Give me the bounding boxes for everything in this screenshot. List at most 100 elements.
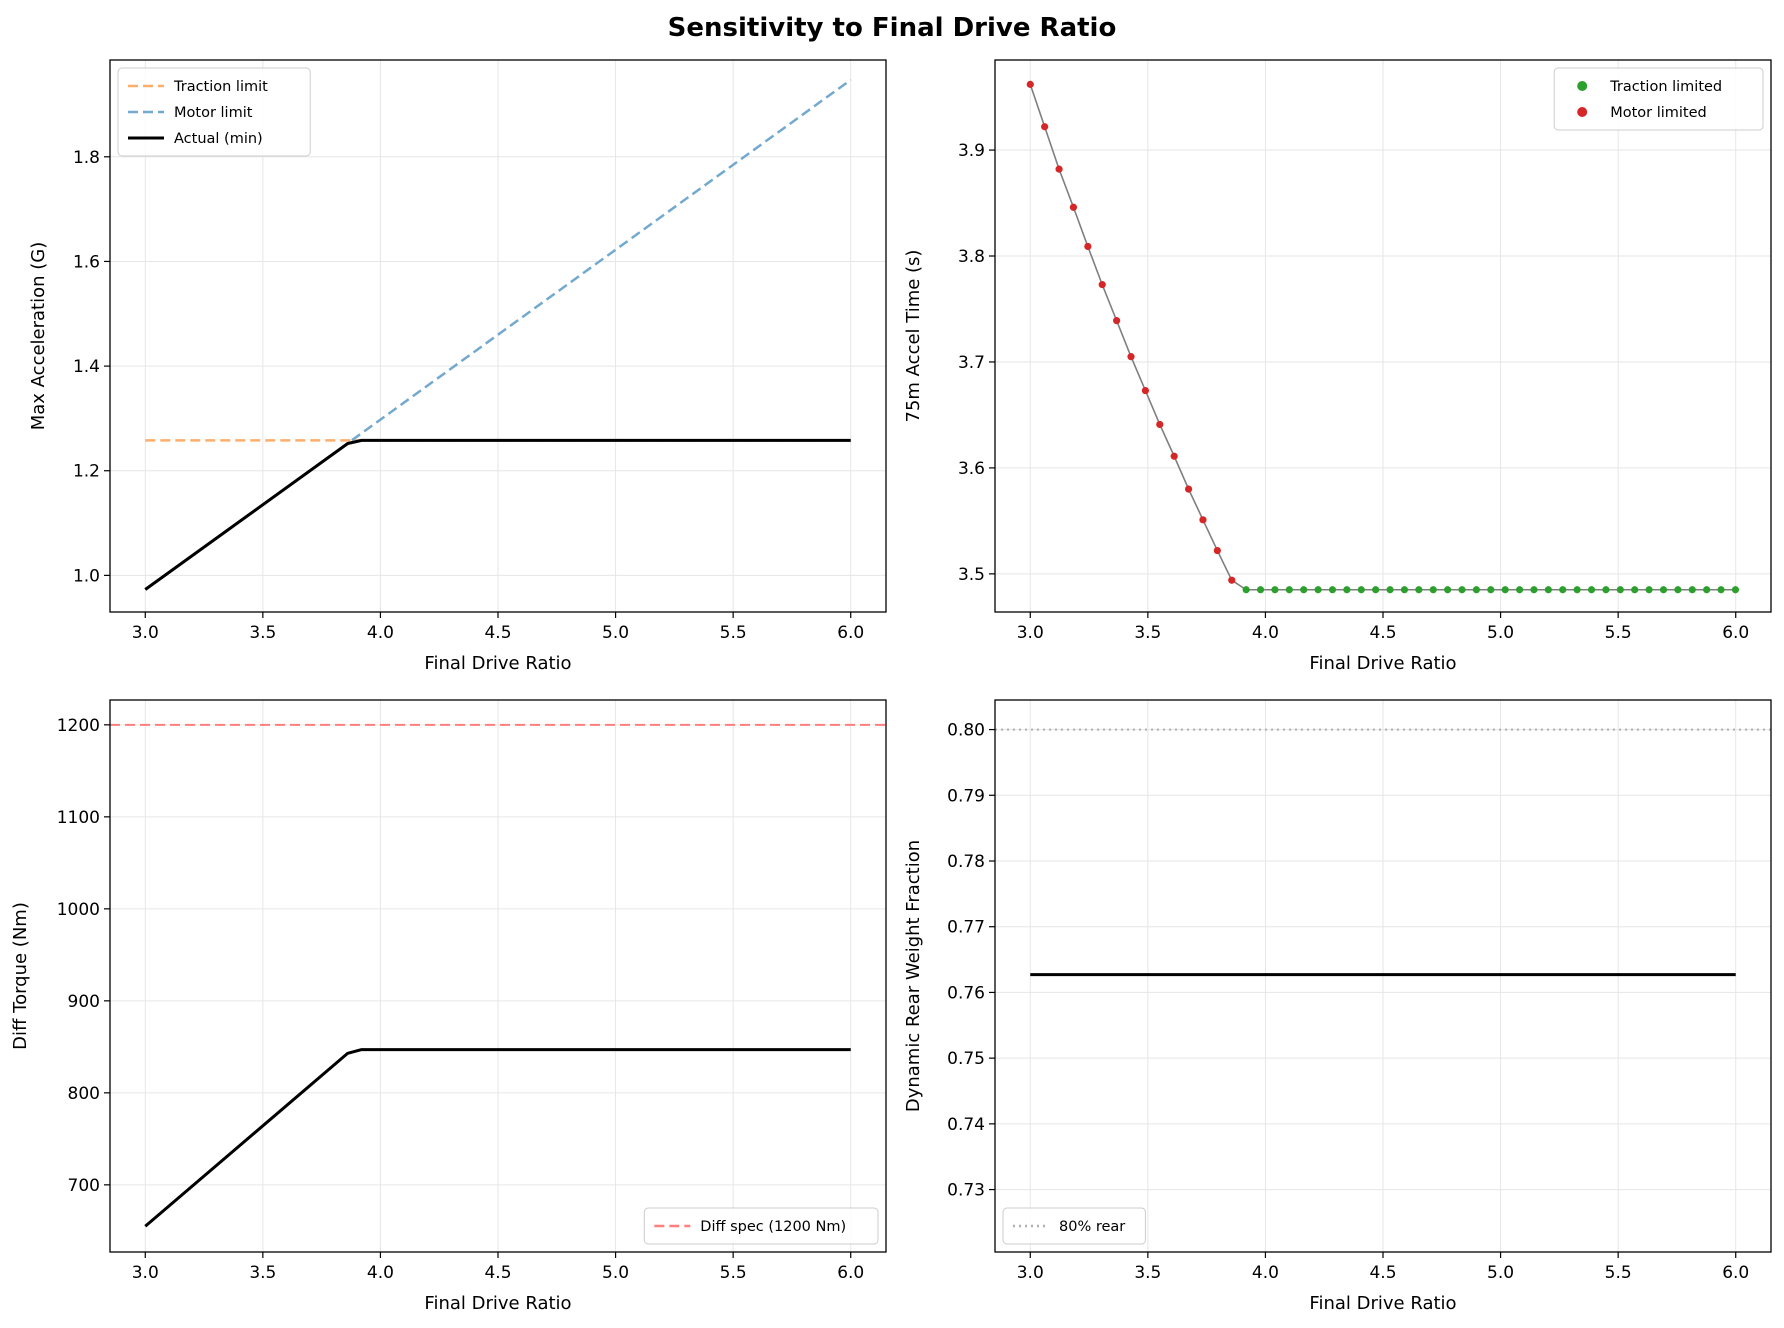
y-tick-label: 1.2: [73, 462, 100, 482]
data-point: [1256, 586, 1265, 594]
legend: Traction limited Motor limited: [1553, 67, 1764, 131]
legend: Traction limit Motor limit Actual (min): [117, 67, 311, 157]
data-point: [1127, 353, 1135, 361]
y-axis-label: 75m Accel Time (s): [903, 250, 924, 423]
x-tick-label: 5.5: [1605, 623, 1632, 643]
y-tick-label: 3.8: [958, 247, 985, 267]
data-point: [1357, 586, 1365, 594]
y-tick-label: 0.74: [947, 1115, 985, 1135]
x-tick-label: 4.5: [484, 623, 511, 643]
subplots: 3.0 3.5 4.0 4.5 5.0 5.5 6.0 1.0 1.2 1.4 1.6 1.8 Fina…: [10, 59, 1772, 1314]
y-tick-label: 0.78: [947, 852, 985, 872]
data-point: [1530, 586, 1538, 594]
data-point: [1098, 281, 1106, 289]
y-tick-label: 1200: [57, 716, 100, 736]
plot-area: [995, 728, 1771, 977]
legend: Diff spec (1200 Nm): [643, 1207, 879, 1245]
y-tick-label: 1000: [57, 900, 100, 920]
data-point: [1285, 586, 1293, 594]
data-point: [1343, 586, 1351, 594]
subplot-accel_time: 3.0 3.5 4.0 4.5 5.0 5.5 6.0 3.5 3.6 3.7 3.8 3.9 Fina…: [903, 59, 1772, 674]
x-tick-label: 3.0: [1017, 1263, 1044, 1283]
data-point: [1213, 546, 1221, 555]
y-tick-label: 0.73: [947, 1181, 985, 1201]
subplot-rear_weight: 3.0 3.5 4.0 4.5 5.0 5.5 6.0 0.73 0.74 0.75 0.76 0.7…: [903, 699, 1772, 1314]
data-point: [1069, 203, 1078, 211]
legend-box: [1553, 67, 1764, 131]
data-point: [1731, 586, 1740, 594]
x-axis-label: Final Drive Ratio: [424, 653, 571, 674]
y-tick-label: 1.0: [73, 566, 100, 586]
data-point: [1587, 586, 1596, 594]
x-axis-label: Final Drive Ratio: [1309, 1293, 1456, 1314]
y-tick-label: 900: [68, 992, 100, 1012]
data-point: [1400, 586, 1409, 594]
y-tick-label: 3.7: [958, 353, 985, 373]
data-point: [1472, 586, 1481, 594]
plot-area: [144, 78, 852, 591]
legend-label: Motor limit: [174, 105, 253, 121]
plot-area: [110, 723, 886, 1228]
data-point: [1199, 516, 1207, 524]
data-point: [1631, 586, 1639, 594]
y-tick-label: 1.8: [73, 148, 100, 168]
legend-marker: [1577, 107, 1588, 117]
x-tick-label: 6.0: [1722, 623, 1749, 643]
subplot-accel: 3.0 3.5 4.0 4.5 5.0 5.5 6.0 1.0 1.2 1.4 1.6 1.8 Fina…: [28, 59, 887, 674]
data-point: [1415, 586, 1423, 594]
data-point: [1113, 317, 1121, 325]
data-point: [1228, 576, 1236, 584]
data-point: [1674, 586, 1682, 594]
data-point: [1141, 386, 1150, 395]
legend-label: Traction limit: [173, 79, 268, 95]
y-axis-label: Diff Torque (Nm): [10, 902, 31, 1050]
data-point: [1026, 80, 1034, 88]
legend-label: Traction limited: [1609, 79, 1722, 95]
y-tick-label: 700: [68, 1176, 100, 1196]
legend-label: Actual (min): [174, 131, 263, 147]
x-tick-label: 3.0: [132, 1263, 159, 1283]
data-point: [1055, 165, 1063, 173]
data-point: [1515, 586, 1524, 594]
series-line: [144, 438, 851, 591]
x-tick-label: 6.0: [837, 1263, 864, 1283]
series-line: [144, 1048, 851, 1228]
data-point: [1544, 586, 1552, 594]
data-point: [1156, 420, 1164, 429]
y-tick-label: 3.9: [958, 141, 985, 161]
figure-title: Sensitivity to Final Drive Ratio: [668, 13, 1117, 43]
data-point: [1573, 586, 1581, 594]
data-point: [1444, 586, 1452, 594]
data-point: [1041, 123, 1049, 131]
x-tick-label: 4.5: [484, 1263, 511, 1283]
data-point: [1184, 485, 1193, 493]
x-tick-label: 5.5: [1605, 1263, 1632, 1283]
x-tick-label: 4.5: [1369, 623, 1396, 643]
y-axis-label: Dynamic Rear Weight Fraction: [903, 840, 924, 1112]
y-tick-label: 0.76: [947, 983, 985, 1003]
data-point: [1688, 586, 1696, 594]
x-tick-label: 3.5: [1134, 623, 1161, 643]
x-tick-label: 3.0: [132, 623, 159, 643]
legend-label: 80% rear: [1059, 1219, 1125, 1235]
x-tick-label: 4.0: [367, 1263, 394, 1283]
data-point: [1084, 242, 1092, 251]
legend-marker: [1577, 81, 1588, 91]
data-point: [1703, 586, 1711, 594]
y-tick-label: 1100: [57, 808, 100, 828]
y-tick-label: 1.4: [73, 357, 100, 377]
data-point: [1458, 586, 1466, 594]
data-point: [1429, 586, 1437, 594]
legend-box: [643, 1207, 879, 1245]
y-tick-label: 0.80: [947, 721, 985, 741]
x-tick-label: 3.0: [1017, 623, 1044, 643]
subplot-diff_torque: 3.0 3.5 4.0 4.5 5.0 5.5 6.0 700 800 900 1000 1100 12…: [10, 699, 887, 1314]
data-point: [1314, 586, 1322, 594]
x-axis-label: Final Drive Ratio: [1309, 653, 1456, 674]
x-tick-label: 5.0: [602, 623, 629, 643]
y-tick-label: 1.6: [73, 252, 100, 272]
legend-label: Motor limited: [1610, 105, 1707, 121]
data-point: [1559, 586, 1567, 594]
data-point: [1487, 586, 1495, 594]
data-point: [1645, 586, 1653, 594]
